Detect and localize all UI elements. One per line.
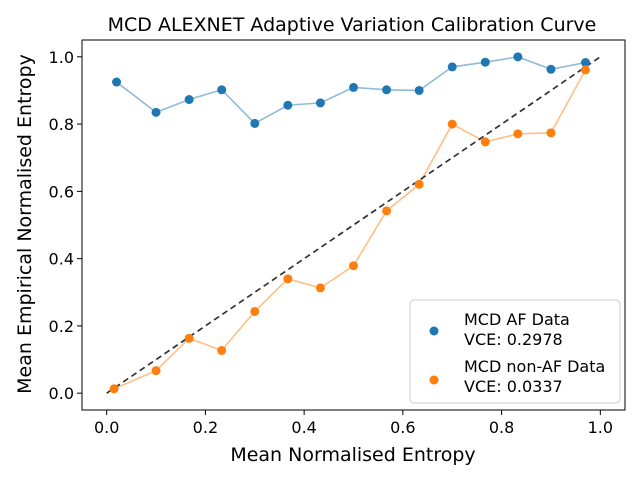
series-1-point (513, 129, 523, 139)
series-1-point (283, 274, 293, 284)
series-1-point (109, 384, 119, 394)
series-0-point (447, 62, 457, 72)
y-tick-label: 1.0 (49, 48, 74, 67)
series-0-point (513, 52, 523, 62)
legend-label-non-af: MCD non-AF Data (464, 357, 605, 376)
x-tick-label: 0.2 (193, 418, 218, 437)
series-1-point (184, 333, 194, 343)
y-tick-label: 0.8 (49, 115, 74, 134)
axes: 0.0 0.2 0.4 0.6 0.8 1.0 0.0 0.2 0.4 0.6 0.8 1.0 (49, 39, 626, 437)
series-0-point (480, 57, 490, 67)
series-0-point (315, 98, 325, 108)
legend-label-af: MCD AF Data (464, 310, 570, 329)
y-tick-label: 0.6 (49, 182, 74, 201)
series-0-point (184, 95, 194, 105)
series-1-point (217, 345, 227, 355)
series-0-point (283, 100, 293, 110)
y-tick-label: 0.2 (49, 317, 74, 336)
series-0-point (112, 77, 122, 87)
series-0-point (581, 58, 591, 68)
series-1-point (581, 65, 591, 75)
x-tick-label: 0.6 (390, 418, 415, 437)
series-0-point (414, 85, 424, 95)
series-1-point (315, 283, 325, 293)
series-1-point (250, 306, 260, 316)
series-0-point (546, 64, 556, 74)
y-axis-label: Mean Empirical Normalised Entropy (14, 54, 36, 394)
series-0-point (217, 85, 227, 95)
series-1-point (382, 206, 392, 216)
x-tick-label: 0.0 (94, 418, 119, 437)
series-0-point (349, 82, 358, 92)
legend-vce-af: VCE: 0.2978 (464, 330, 563, 349)
chart-title: MCD ALEXNET Adaptive Variation Calibrati… (108, 14, 597, 36)
series-0-point (382, 85, 392, 95)
x-tick-label: 1.0 (588, 418, 613, 437)
x-tick-label: 0.8 (489, 418, 514, 437)
y-tick-label: 0.0 (49, 384, 74, 403)
axes-frame (81, 39, 626, 411)
legend-box (409, 299, 621, 404)
x-tick-label: 0.4 (291, 418, 316, 437)
legend-vce-non-af: VCE: 0.0337 (464, 377, 563, 396)
series-0-point (151, 107, 161, 117)
x-axis-label: Mean Normalised Entropy (230, 444, 475, 466)
series-1-point (414, 179, 424, 189)
y-tick-label: 0.4 (49, 250, 74, 269)
series-1-point (546, 128, 556, 138)
series-1-point (151, 366, 161, 376)
plot-area (106, 52, 601, 394)
legend: MCD AF Data VCE: 0.2978 MCD non-AF Data … (409, 299, 621, 404)
series-1-point (349, 261, 358, 271)
series-1-point (480, 137, 490, 147)
series-1-point (447, 119, 457, 129)
legend-marker-af (429, 326, 439, 336)
legend-marker-non-af (429, 375, 439, 385)
series-0-point (250, 118, 260, 128)
